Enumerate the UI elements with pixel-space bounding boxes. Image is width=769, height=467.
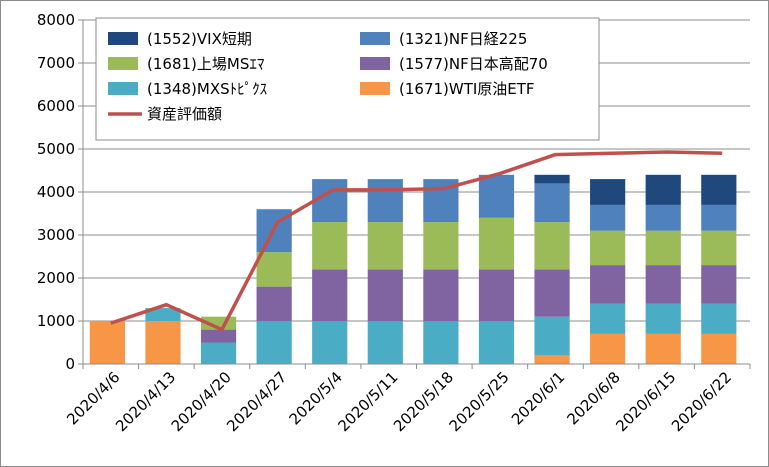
y-tick-label: 5000	[37, 140, 75, 158]
bar-segment	[590, 204, 626, 231]
bar-segment	[256, 252, 292, 287]
legend-swatch	[108, 82, 138, 95]
bar-segment	[701, 265, 737, 304]
legend-label: (1577)NF日本高配70	[399, 55, 548, 73]
legend-swatch	[360, 82, 390, 95]
bar-segment	[312, 321, 348, 364]
legend-label: (1681)上場MSｴﾏ	[147, 55, 265, 73]
y-tick-label: 0	[65, 355, 75, 373]
bar-segment	[145, 308, 181, 321]
bar-segment	[478, 321, 515, 364]
x-tick-label: 2020/4/27	[223, 368, 290, 435]
y-tick-label: 2000	[37, 269, 75, 287]
bar-segment	[645, 303, 681, 334]
bar-segment	[423, 321, 459, 364]
bar-segment	[534, 174, 570, 184]
bar-layer	[89, 174, 737, 364]
bar-segment	[701, 230, 737, 266]
legend-label: (1552)VIX短期	[147, 30, 252, 48]
bar-segment	[701, 303, 737, 334]
legend-swatch	[360, 32, 390, 45]
bar-segment	[590, 303, 626, 334]
legend: (1552)VIX短期 (1321)NF日経225 (1681)上場MSｴﾏ (157…	[95, 17, 600, 141]
bar-segment	[701, 333, 737, 364]
legend-label: (1348)MXSﾄﾋﾟｸｽ	[147, 80, 267, 98]
y-tick-label: 6000	[37, 97, 75, 115]
bar-segment	[367, 321, 403, 364]
legend-swatch	[108, 32, 138, 45]
bar-segment	[200, 329, 237, 343]
bar-segment	[645, 333, 681, 364]
y-tick-label: 7000	[37, 54, 75, 72]
bar-segment	[367, 222, 403, 270]
y-tick-label: 4000	[37, 183, 75, 201]
bar-segment	[590, 179, 626, 205]
bar-segment	[478, 217, 515, 270]
legend-swatch	[108, 57, 138, 70]
y-tick-label: 1000	[37, 312, 75, 330]
bar-segment	[701, 174, 737, 205]
bar-segment	[256, 286, 292, 321]
bar-segment	[645, 230, 681, 266]
line-layer	[110, 150, 723, 332]
legend-box	[95, 17, 600, 141]
bar-segment	[478, 269, 515, 321]
bar-segment	[534, 269, 570, 317]
bar-segment	[590, 265, 626, 304]
legend-label: (1321)NF日経225	[399, 30, 527, 48]
bar-segment	[200, 342, 237, 364]
y-tick-label: 3000	[37, 226, 75, 244]
bar-segment	[534, 355, 570, 364]
bar-segment	[145, 321, 181, 364]
bar-segment	[645, 265, 681, 304]
bar-segment	[367, 269, 403, 321]
legend-label: 資産評価額	[147, 105, 222, 123]
bar-segment	[534, 222, 570, 270]
bar-segment	[701, 204, 737, 231]
bar-segment	[645, 204, 681, 231]
bar-segment	[534, 183, 570, 223]
bar-segment	[256, 321, 292, 364]
bar-segment	[423, 269, 459, 321]
bar-segment	[645, 174, 681, 205]
bar-segment	[423, 222, 459, 270]
x-tick-label: 2020/6/1	[508, 368, 568, 428]
bar-segment	[590, 230, 626, 266]
legend-swatch	[360, 57, 390, 70]
legend-label: (1671)WTI原油ETF	[399, 80, 535, 98]
bar-segment	[590, 333, 626, 364]
x-tick-label: 2020/5/25	[446, 368, 513, 435]
bar-segment	[312, 222, 348, 270]
bar-segment	[478, 174, 515, 218]
bar-segment	[89, 321, 125, 364]
line-series	[110, 150, 723, 332]
bar-segment	[534, 316, 570, 356]
x-tick-label: 2020/6/22	[668, 368, 735, 435]
bar-segment	[312, 269, 348, 321]
bar-segment	[367, 179, 403, 223]
y-tick-label: 8000	[37, 11, 75, 29]
